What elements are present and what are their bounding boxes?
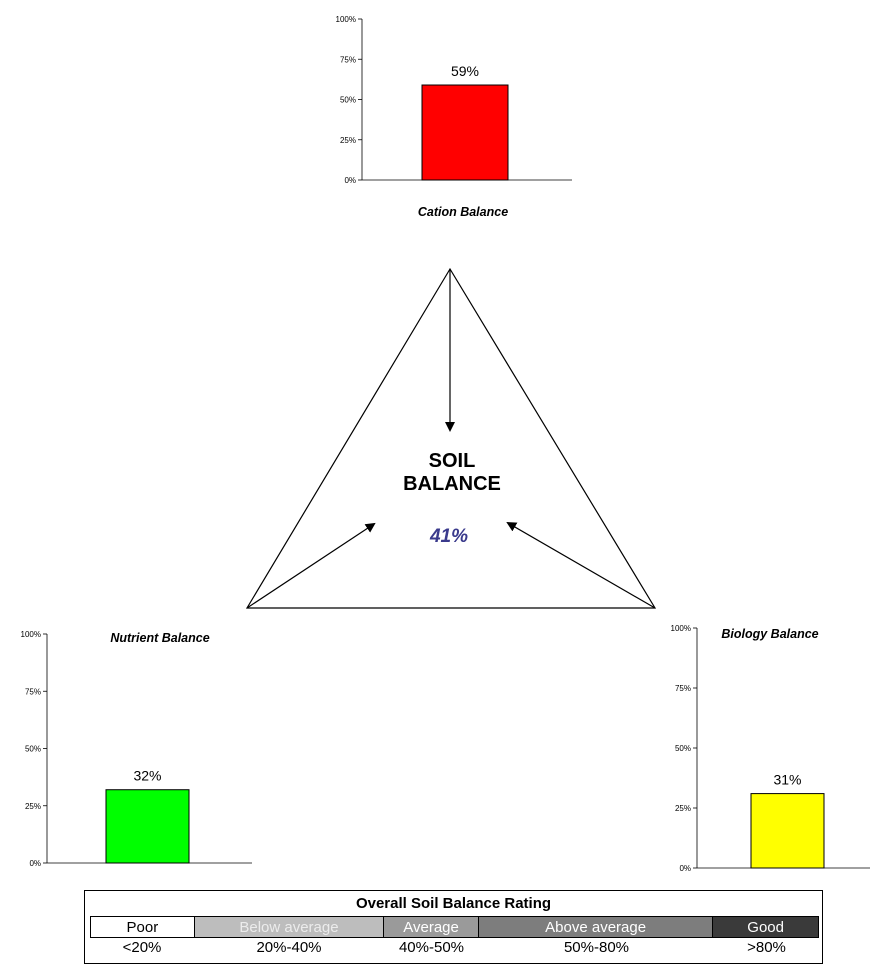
legend-range-poor: <20% (122, 938, 162, 956)
legend-band-below-average: Below average (194, 917, 385, 937)
legend-range-below-average: 20%-40% (256, 938, 322, 956)
nutrient-data-label: 32% (133, 768, 161, 784)
biology-data-label: 31% (773, 772, 801, 788)
legend-title: Overall Soil Balance Rating (355, 895, 552, 912)
nutrient-bar (105, 789, 190, 864)
cation-tick-label: 50% (340, 96, 356, 105)
legend-range-good: >80% (747, 938, 786, 956)
nutrient-tick-label: 75% (25, 687, 41, 696)
legend-band-poor: Poor (91, 917, 195, 937)
nutrient-tick-label: 25% (25, 802, 41, 811)
biology-tick-label: 0% (679, 864, 691, 873)
center-label-line1: SOIL (429, 450, 476, 472)
nutrient-tick-label: 50% (25, 745, 41, 754)
legend-band-average: Average (384, 917, 479, 937)
nutrient-balance-chart: 0% 25% 50% 75% 100% 32% Nutrient Balance (21, 630, 252, 868)
cation-data-label: 59% (451, 63, 479, 79)
biology-tick-label: 75% (675, 684, 691, 693)
arrow-from-biology (506, 521, 656, 609)
biology-tick-label: 50% (675, 744, 691, 753)
cation-chart-title: Cation Balance (418, 205, 508, 219)
cation-tick-label: 25% (340, 136, 356, 145)
biology-tick-label: 100% (671, 624, 691, 633)
legend-band-good: Good (713, 917, 818, 937)
cation-tick-label: 75% (340, 55, 356, 64)
legend-ranges: <20% 20%-40% 40%-50% 50%-80% >80% (90, 937, 819, 957)
soil-balance-triangle (245, 267, 657, 609)
legend-range-above-average: 50%-80% (563, 938, 630, 956)
overall-rating-legend: Overall Soil Balance Rating Poor Below a… (84, 890, 823, 964)
cation-tick-label: 0% (344, 176, 356, 185)
cation-tick-label: 100% (336, 15, 356, 24)
biology-bar (750, 793, 825, 869)
biology-tick-label: 25% (675, 804, 691, 813)
cation-balance-chart: 0% 25% 50% 75% 100% 59% Cation Balance (336, 15, 572, 219)
biology-balance-chart: 0% 25% 50% 75% 100% 31% Biology Balance (671, 624, 870, 873)
legend-band-above-average: Above average (478, 917, 714, 937)
nutrient-chart-title: Nutrient Balance (110, 631, 209, 645)
soil-balance-figure: SOIL BALANCE 41% 0% 25% 50% 75% 100% 59% Catio… (21, 15, 870, 873)
cation-bar (421, 84, 509, 181)
legend-bands: Poor Below average Average Above average… (90, 916, 819, 938)
biology-chart-title: Biology Balance (721, 627, 818, 641)
nutrient-tick-label: 100% (21, 630, 41, 639)
center-label-line2: BALANCE (403, 473, 501, 495)
nutrient-tick-label: 0% (29, 859, 41, 868)
legend-range-average: 40%-50% (398, 938, 465, 956)
center-value: 41% (429, 526, 468, 547)
arrow-from-nutrient (246, 522, 376, 609)
